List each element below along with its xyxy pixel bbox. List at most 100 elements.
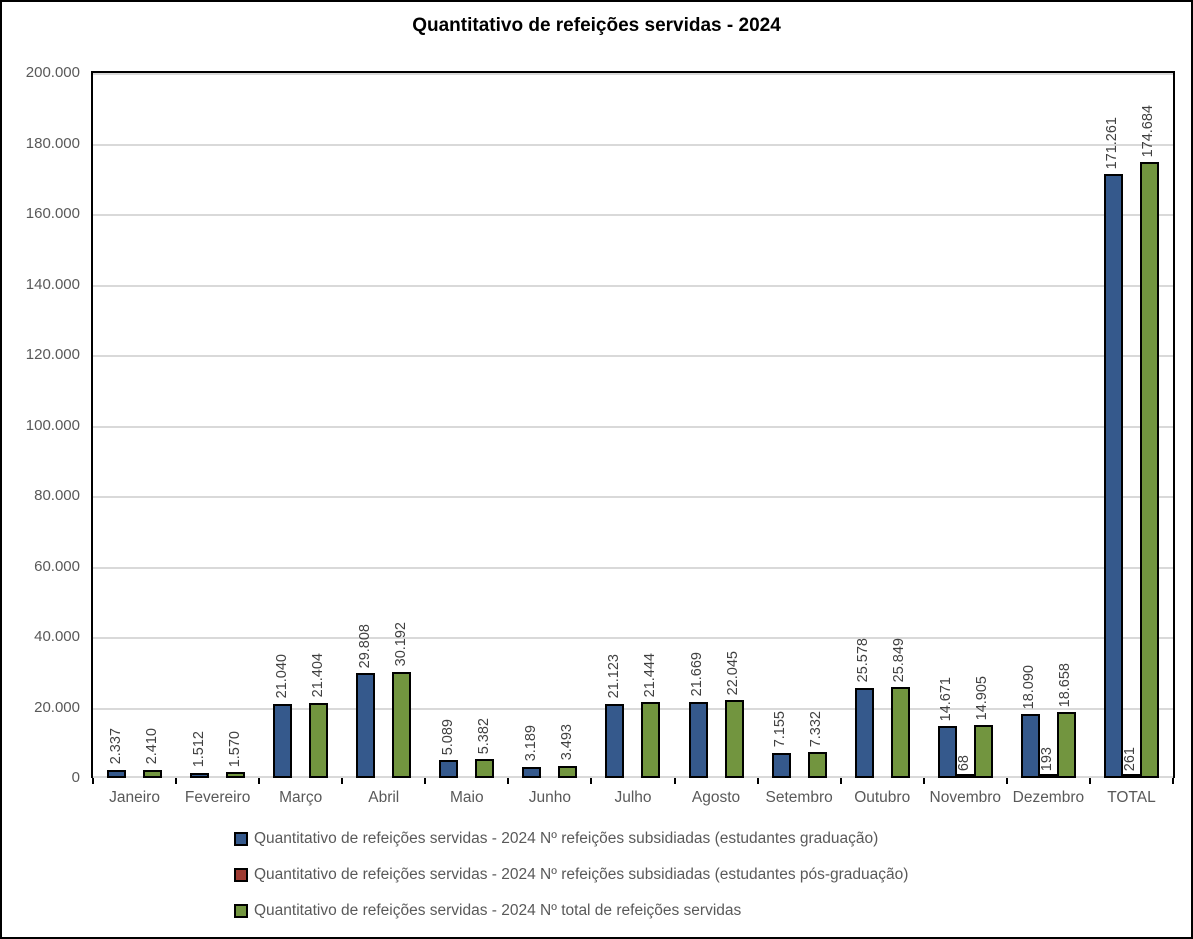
bar [475,759,495,778]
category-label: Junho [528,789,572,806]
bar [1056,712,1076,778]
category-group: 1.512 1.570 [176,73,259,778]
legend: Quantitativo de refeições servidas - 202… [234,829,908,921]
category-group: 14.671 68 14.905 [924,73,1007,778]
bar-label: 2.337 [107,728,124,765]
gridline [93,566,1173,569]
x-tick [590,778,593,784]
legend-label: Quantitativo de refeições servidas - 202… [254,902,742,919]
category-group: 171.261 261 174.684 [1090,73,1173,778]
category-label: Abril [368,789,400,806]
category-group: 25.578 25.849 [841,73,924,778]
x-tick [175,778,178,784]
x-tick [258,778,261,784]
bar [356,672,376,778]
gridline [93,776,1173,778]
bar-label: 25.578 [855,638,872,683]
legend-item: Quantitativo de refeições servidas - 202… [234,829,908,849]
y-axis-label: 160.000 [25,205,80,222]
bar [724,700,744,778]
bar-label: 22.045 [725,650,742,696]
y-axis-label: 60.000 [34,557,80,575]
bar-label: 18.658 [1057,662,1074,708]
category-group: 2.337 2.410 [93,73,176,778]
category-group: 7.155 7.332 [758,73,841,778]
bar-label: 171.261 [1104,116,1121,170]
bar [854,687,874,778]
bar [605,703,625,778]
category-label: Janeiro [109,789,160,806]
y-axis-label: 80.000 [34,487,80,504]
legend-label: Quantitativo de refeições servidas - 202… [254,830,879,847]
category-label: Dezembro [1012,789,1085,806]
legend-swatch-icon [234,868,248,882]
legend-item: Quantitativo de refeições servidas - 202… [234,901,908,921]
gridline [93,425,1173,428]
category-label: Março [279,789,323,806]
x-tick [922,778,925,784]
y-axis-label: 40.000 [34,628,80,645]
legend-item: Quantitativo de refeições servidas - 202… [234,865,908,885]
bar [771,752,791,778]
legend-swatch-icon [234,904,248,918]
bar-label: 3.493 [558,724,575,761]
bar-label: 7.155 [772,711,789,748]
bar-label: 261 [1122,746,1139,771]
bar [226,772,246,778]
bar [890,686,910,778]
bar-label: 21.040 [273,654,290,699]
y-axis-label: 100.000 [25,416,80,434]
x-tick [1005,778,1008,784]
bar-label: 174.684 [1140,104,1157,158]
category-group: 21.040 21.404 [259,73,342,778]
y-axis-label: 200.000 [25,64,80,81]
y-axis-label: 140.000 [25,275,80,293]
bar [688,701,708,778]
bar-label: 1.570 [226,731,243,768]
bar [522,766,542,778]
bar [190,772,210,778]
bar-label: 5.089 [439,718,456,756]
gridline [93,73,1173,75]
category-group: 29.808 30.192 [342,73,425,778]
bar-label: 18.090 [1021,664,1038,710]
bar-label: 68 [956,754,973,771]
gridline [93,284,1173,287]
bar-label: 21.404 [309,653,326,698]
category-label: TOTAL [1107,789,1156,806]
y-axis-label: 120.000 [25,346,80,363]
bar-label: 25.849 [891,637,908,682]
bar [143,769,163,778]
x-tick [839,778,842,784]
bar-label: 30.192 [392,622,409,667]
bar-label: 7.332 [808,710,825,748]
x-tick [92,778,94,784]
bar [973,725,993,778]
bar [955,774,975,778]
category-label: Novembro [929,789,1002,806]
bar [937,726,957,778]
bar [309,702,329,778]
bar-label: 14.671 [938,676,955,722]
category-group: 21.123 21.444 [591,73,674,778]
category-group: 5.089 5.382 [425,73,508,778]
plot-area: 2.337 2.410 1.512 1.570 21.040 21.404 29.808 30… [91,71,1175,778]
bar-label: 29.808 [356,623,373,668]
x-tick [507,778,510,784]
category-label: Julho [614,789,652,806]
bar [1038,774,1058,778]
bar [641,702,661,778]
gridline [93,355,1173,357]
bar [439,760,459,778]
legend-label: Quantitativo de refeições servidas - 202… [254,866,909,883]
bar [1121,774,1141,778]
bar-label: 14.905 [974,676,991,721]
category-label: Maio [450,789,484,806]
gridline [93,637,1173,639]
bar-label: 2.410 [143,728,160,765]
y-axis-label: 0 [71,769,80,786]
legend-swatch-icon [234,832,248,846]
x-tick [756,778,759,784]
x-tick [424,778,427,784]
